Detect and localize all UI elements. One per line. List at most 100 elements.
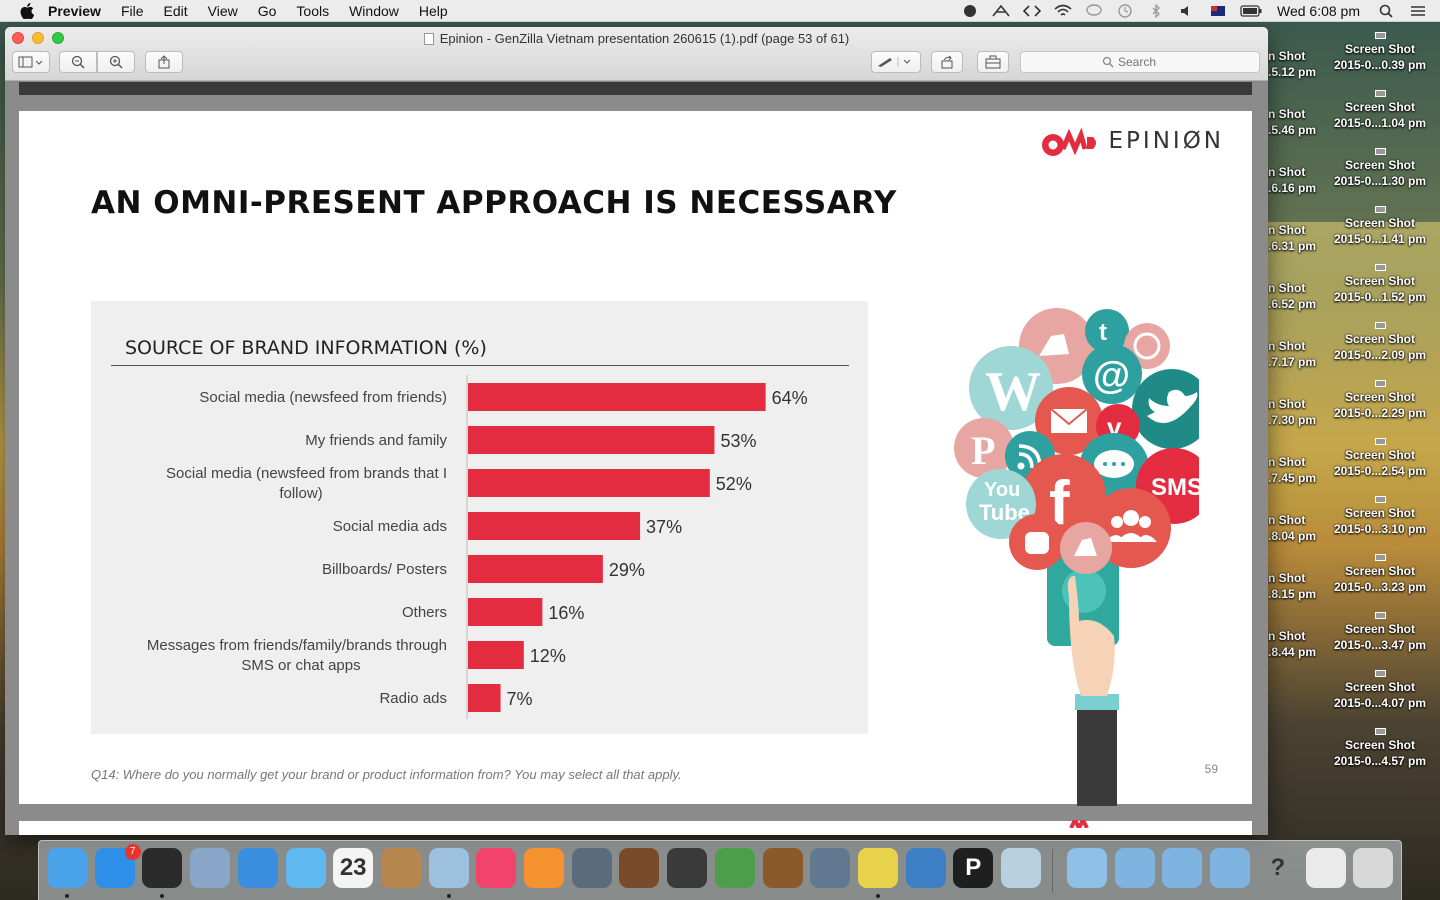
desktop-screenshot-file[interactable]: Screen Shot 2015-0...3.10 pm bbox=[1325, 496, 1435, 537]
dashboard-icon[interactable] bbox=[142, 848, 183, 888]
desktop-file-date: .5.46 pm bbox=[1268, 123, 1317, 137]
zoom-window-button[interactable] bbox=[52, 32, 64, 44]
desktop-screenshot-file-partial[interactable]: n Shot .7.45 pm bbox=[1268, 454, 1324, 486]
desktop-screenshot-file[interactable]: Screen Shot 2015-0...1.30 pm bbox=[1325, 148, 1435, 189]
desktop-screenshot-file-partial[interactable]: n Shot .7.30 pm bbox=[1268, 396, 1324, 428]
zoom-out-button[interactable] bbox=[59, 51, 97, 73]
desktop-file-name: n Shot bbox=[1268, 571, 1306, 585]
evernote-icon[interactable] bbox=[961, 4, 979, 18]
photo-booth-icon[interactable] bbox=[571, 848, 612, 888]
zoom-in-button[interactable] bbox=[97, 51, 135, 73]
desktop-file-name: Screen Shot bbox=[1344, 216, 1416, 230]
desktop-screenshot-file-partial[interactable]: n Shot .6.16 pm bbox=[1268, 164, 1324, 196]
help-icon[interactable]: ? bbox=[1258, 848, 1298, 888]
time-machine-icon[interactable] bbox=[1116, 4, 1134, 18]
imovie-icon[interactable] bbox=[667, 848, 708, 888]
bluetooth-icon[interactable] bbox=[1147, 3, 1165, 19]
screenshot-thumbnail-icon bbox=[1374, 670, 1386, 677]
toolbox-button[interactable] bbox=[977, 51, 1009, 73]
menu-file[interactable]: File bbox=[120, 2, 144, 19]
zoom-in-icon bbox=[109, 55, 123, 69]
messages-icon[interactable] bbox=[285, 848, 326, 888]
numbers-icon[interactable] bbox=[714, 848, 755, 888]
flag-icon[interactable] bbox=[1209, 4, 1227, 18]
desktop-screenshot-file[interactable]: Screen Shot 2015-0...4.57 pm bbox=[1325, 728, 1435, 769]
desktop-screenshot-file[interactable]: Screen Shot 2015-0...0.39 pm bbox=[1325, 32, 1435, 73]
calendar-icon[interactable]: 23 bbox=[333, 848, 374, 888]
desktop-screenshot-file[interactable]: Screen Shot 2015-0...2.09 pm bbox=[1325, 322, 1435, 363]
wifi-icon[interactable] bbox=[1054, 4, 1072, 18]
minimize-window-button[interactable] bbox=[32, 32, 44, 44]
desktop-screenshot-file-partial[interactable]: n Shot .6.31 pm bbox=[1268, 222, 1324, 254]
desktop-screenshot-file[interactable]: Screen Shot 2015-0...3.23 pm bbox=[1325, 554, 1435, 595]
notification-center-icon[interactable] bbox=[1409, 4, 1427, 18]
desktop-screenshot-file[interactable]: Screen Shot 2015-0...3.47 pm bbox=[1325, 612, 1435, 653]
app-store-icon[interactable]: 7 bbox=[94, 844, 141, 888]
svg-text:t: t bbox=[1099, 319, 1107, 346]
desktop-screenshot-file[interactable]: Screen Shot 2015-0...1.41 pm bbox=[1325, 206, 1435, 247]
pages-icon[interactable]: P bbox=[953, 848, 994, 888]
share-button[interactable] bbox=[145, 51, 183, 73]
desktop-screenshot-file[interactable]: Screen Shot 2015-0...2.54 pm bbox=[1325, 438, 1435, 479]
desktop-screenshot-file-partial[interactable]: n Shot .8.15 pm bbox=[1268, 570, 1324, 602]
search-field[interactable] bbox=[1020, 51, 1260, 73]
menu-edit[interactable]: Edit bbox=[163, 2, 188, 19]
desktop-screenshot-file[interactable]: Screen Shot 2015-0...4.07 pm bbox=[1325, 670, 1435, 711]
volume-icon[interactable] bbox=[1178, 4, 1196, 18]
menu-window[interactable]: Window bbox=[349, 2, 399, 19]
word-icon[interactable] bbox=[905, 848, 946, 888]
preview-eagle-icon[interactable] bbox=[190, 848, 231, 888]
hand-shape bbox=[1067, 576, 1115, 696]
safari-icon[interactable] bbox=[237, 848, 278, 888]
downloads-folder-icon[interactable] bbox=[1114, 848, 1155, 888]
ibooks-icon[interactable] bbox=[524, 848, 564, 888]
garageband-icon[interactable] bbox=[619, 848, 660, 888]
preview-icon[interactable] bbox=[428, 848, 469, 888]
desktop-file-date: .8.44 pm bbox=[1268, 645, 1317, 659]
battery-icon[interactable] bbox=[1240, 4, 1262, 18]
desktop-screenshot-file[interactable]: Screen Shot 2015-0...2.29 pm bbox=[1325, 380, 1435, 421]
document-view[interactable]: EPINIØN AN OMNI-PRESENT APPROACH IS NECE… bbox=[5, 82, 1268, 835]
apple-menu-icon[interactable] bbox=[20, 2, 34, 19]
keynote-icon[interactable] bbox=[762, 848, 803, 888]
menu-view[interactable]: View bbox=[207, 2, 238, 19]
desktop-screenshot-file-partial[interactable]: n Shot .8.44 pm bbox=[1268, 628, 1324, 660]
xcode-icon[interactable] bbox=[810, 848, 851, 888]
desktop-screenshot-file-partial[interactable]: n Shot .8.04 pm bbox=[1268, 512, 1324, 544]
menu-go[interactable]: Go bbox=[257, 2, 277, 19]
desktop-file-name: Screen Shot bbox=[1344, 332, 1416, 346]
code-icon[interactable] bbox=[1022, 4, 1042, 18]
desktop-screenshot-file-partial[interactable]: n Shot .5.12 pm bbox=[1268, 48, 1324, 80]
search-input[interactable] bbox=[1118, 55, 1178, 69]
sidebar-toggle-button[interactable] bbox=[12, 51, 50, 73]
desktop-screenshot-file[interactable]: Screen Shot 2015-0...1.04 pm bbox=[1325, 90, 1435, 131]
desktop-screenshot-file[interactable]: Screen Shot 2015-0...1.52 pm bbox=[1325, 264, 1435, 305]
chat-icon[interactable] bbox=[1085, 4, 1103, 18]
trash-icon[interactable] bbox=[1353, 848, 1394, 888]
pdf-document-icon bbox=[423, 33, 434, 45]
window-titlebar[interactable]: Epinion - GenZilla Vietnam presentation … bbox=[5, 27, 1268, 81]
menu-tools[interactable]: Tools bbox=[296, 2, 330, 19]
menu-app-name[interactable]: Preview bbox=[48, 2, 101, 19]
svg-text:@: @ bbox=[1093, 355, 1130, 397]
dock: 7 23 P ? bbox=[38, 840, 1402, 900]
applications-folder-icon[interactable] bbox=[1162, 848, 1203, 888]
itunes-icon[interactable] bbox=[476, 848, 517, 888]
documents-folder-icon[interactable] bbox=[1067, 848, 1107, 888]
spotlight-search-icon[interactable] bbox=[1378, 4, 1396, 18]
finder-icon[interactable] bbox=[47, 848, 87, 888]
menu-help[interactable]: Help bbox=[418, 2, 448, 19]
chrome-icon[interactable] bbox=[857, 848, 898, 888]
screenshot-stack-icon[interactable] bbox=[1305, 848, 1346, 888]
menubar-clock[interactable]: Wed 6:08 pm bbox=[1276, 3, 1360, 19]
desktop-screenshot-file-partial[interactable]: n Shot .5.46 pm bbox=[1268, 106, 1324, 138]
markup-toolbar-button[interactable] bbox=[871, 51, 921, 73]
desktop-screenshot-file-partial[interactable]: n Shot .7.17 pm bbox=[1268, 338, 1324, 370]
contacts-icon[interactable] bbox=[380, 848, 421, 888]
iphoto-icon[interactable] bbox=[1001, 848, 1041, 888]
desktop-screenshot-file-partial[interactable]: n Shot .6.52 pm bbox=[1268, 280, 1324, 312]
rotate-button[interactable] bbox=[931, 51, 963, 73]
close-window-button[interactable] bbox=[12, 32, 24, 44]
crow-icon[interactable] bbox=[992, 4, 1010, 18]
folder-icon[interactable] bbox=[1210, 848, 1251, 888]
